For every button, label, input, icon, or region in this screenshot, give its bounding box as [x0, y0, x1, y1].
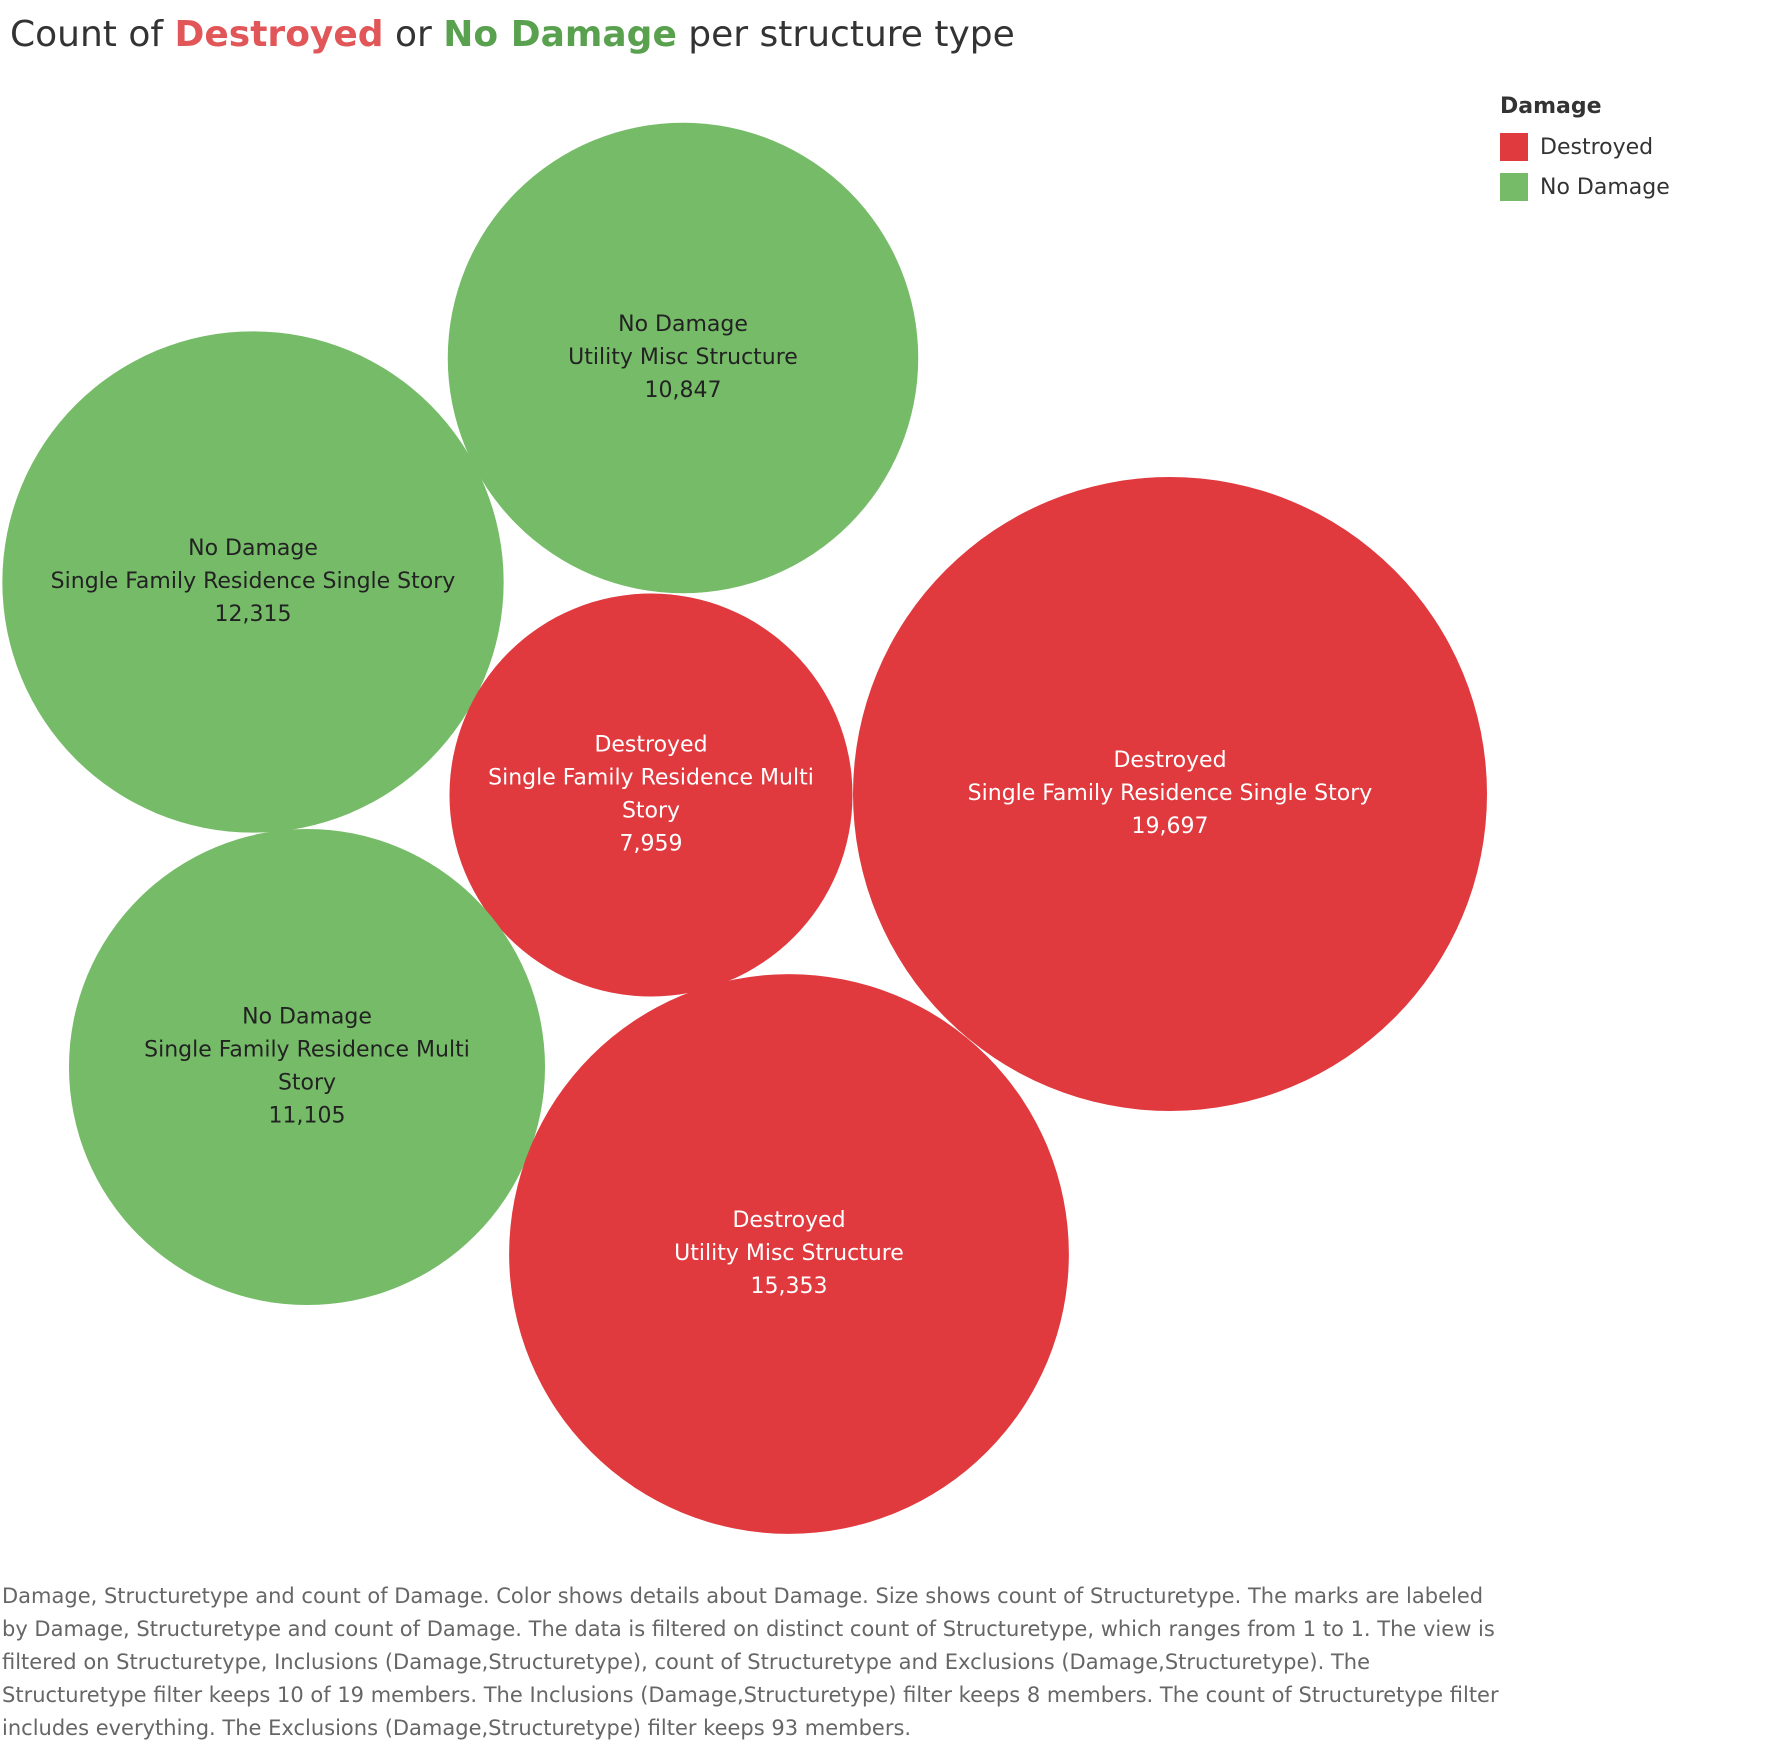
legend-item-no-damage[interactable]: No Damage	[1500, 167, 1670, 207]
bubble-structure-label: Single Family Residence Single Story	[51, 569, 456, 594]
bubble-no-damage-utility-misc-structure[interactable]: No Damage Utility Misc Structure 10,847	[447, 122, 919, 594]
legend-item-destroyed[interactable]: Destroyed	[1500, 127, 1670, 167]
chart-caption: Damage, Structuretype and count of Damag…	[2, 1584, 1499, 1740]
bubble-destroyed-single-family-residence-multi-story[interactable]: Destroyed Single Family Residence Multi St…	[449, 593, 853, 997]
bubble-value-label: 12,315	[215, 602, 292, 627]
legend-label-no-damage: No Damage	[1540, 174, 1670, 200]
legend-swatch-destroyed	[1500, 133, 1528, 161]
title-no-damage-word: No Damage	[443, 14, 677, 55]
bubble-circle[interactable]	[447, 122, 919, 594]
bubble-destroyed-utility-misc-structure[interactable]: Destroyed Utility Misc Structure 15,353	[509, 974, 1069, 1534]
bubble-structure-label: Single Family Residence Multi	[488, 766, 814, 791]
legend-label-destroyed: Destroyed	[1540, 134, 1654, 160]
bubble-structure-label: Utility Misc Structure	[674, 1241, 904, 1266]
chart-title: Count of Destroyed or No Damage per stru…	[10, 14, 1015, 55]
bubble-value-label: 10,847	[645, 378, 722, 403]
legend: Damage Destroyed No Damage	[1500, 94, 1670, 207]
bubble-destroyed-single-family-residence-single-story[interactable]: Destroyed Single Family Residence Single …	[853, 477, 1487, 1111]
bubble-value-label: 15,353	[751, 1274, 828, 1299]
bubble-damage-label: No Damage	[242, 1005, 372, 1030]
bubble-circle[interactable]	[2, 331, 504, 833]
bubble-structure-label: Story	[278, 1071, 336, 1096]
bubble-value-label: 11,105	[269, 1104, 346, 1129]
bubble-no-damage-single-family-residence-single-story[interactable]: No Damage Single Family Residence Single …	[2, 331, 504, 833]
bubble-damage-label: Destroyed	[732, 1208, 845, 1233]
title-middle: or	[383, 14, 444, 55]
bubble-value-label: 7,959	[620, 832, 683, 857]
title-destroyed-word: Destroyed	[174, 14, 384, 55]
bubble-damage-label: Destroyed	[1113, 748, 1226, 773]
bubble-circle[interactable]	[853, 477, 1487, 1111]
bubble-circle[interactable]	[68, 828, 546, 1306]
bubble-structure-label: Utility Misc Structure	[568, 345, 798, 370]
title-suffix: per structure type	[676, 14, 1015, 55]
bubble-structure-label: Story	[622, 799, 680, 824]
legend-swatch-no-damage	[1500, 173, 1528, 201]
bubble-circle[interactable]	[449, 593, 853, 997]
title-prefix: Count of	[10, 14, 175, 55]
bubble-structure-label: Single Family Residence Single Story	[968, 781, 1373, 806]
bubble-structure-label: Single Family Residence Multi	[144, 1038, 470, 1063]
bubble-value-label: 19,697	[1132, 814, 1209, 839]
bubble-damage-label: Destroyed	[594, 733, 707, 758]
legend-title: Damage	[1500, 94, 1602, 119]
bubble-circle[interactable]	[509, 974, 1069, 1534]
bubble-damage-label: No Damage	[618, 312, 748, 337]
bubble-no-damage-single-family-residence-multi-story[interactable]: No Damage Single Family Residence Multi St…	[68, 828, 546, 1306]
bubble-damage-label: No Damage	[188, 536, 318, 561]
